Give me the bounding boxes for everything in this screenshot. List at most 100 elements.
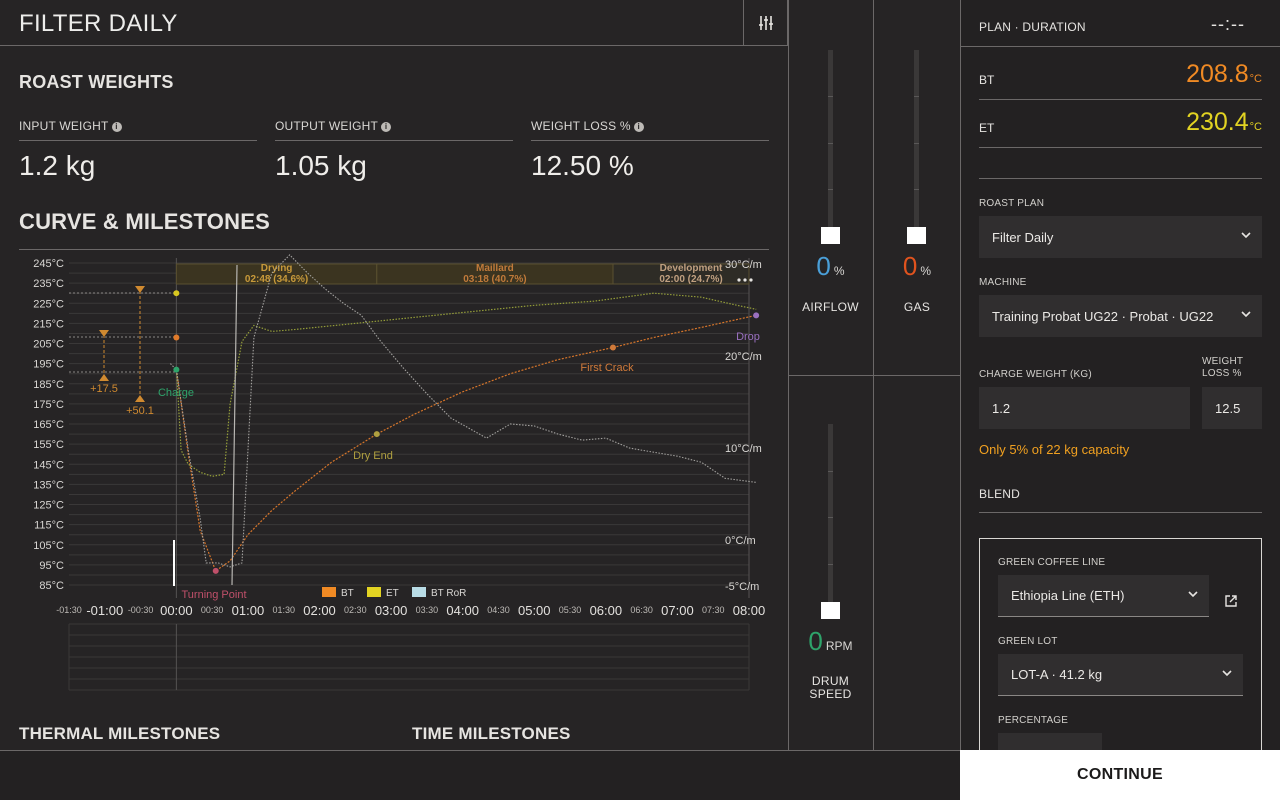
green-coffee-line-select[interactable]: Ethiopia Line (ETH) [998,575,1209,617]
green-coffee-line-value: Ethiopia Line (ETH) [1011,588,1125,603]
bt-readout: 208.8°C [1186,60,1262,89]
percentage-input-value: 100 [1011,747,1033,751]
percentage-label: PERCENTAGE [998,715,1069,726]
airflow-value: 0 [816,251,831,281]
divider [19,140,257,141]
slider-tick [828,96,833,97]
slider-tick [914,143,919,144]
et-unit: °C [1249,121,1262,133]
airflow-unit: % [833,264,845,278]
plan-duration-value: --:-- [1211,14,1245,34]
curve-heading: CURVE & MILESTONES [19,209,270,234]
bt-value: 208.8 [1186,60,1249,88]
divider [788,375,960,376]
et-readout: 230.4°C [1186,108,1262,137]
series-line-bt [175,314,757,572]
info-icon[interactable]: i [633,122,644,132]
gas-track-ticks [914,50,919,235]
gas-control: 0% GAS [874,0,960,375]
plan-panel: PLAN · DURATION --:-- BT 208.8°C ET 230.… [960,0,1280,750]
legend-swatch [322,587,336,597]
milestone-dot [610,344,616,351]
input-weight-value: 1.2 kg [19,150,96,181]
phase-band [612,263,750,285]
y-tick-label: 125°C [33,500,64,512]
x-tick-label: 03:00 [375,603,408,618]
x-tick-label: -01:00 [86,603,123,618]
milestone-label: Drop [736,331,760,343]
info-icon[interactable]: i [111,122,122,132]
drum-speed-slider-handle[interactable] [821,602,840,619]
continue-button[interactable]: CONTINUE [960,750,1280,800]
et-label: ET [979,121,995,135]
machine-select[interactable]: Training Probat UG22 · Probat · UG22 [979,295,1262,337]
x-tick-label: 02:00 [303,603,336,618]
chevron-down-icon [1241,232,1251,239]
chart-annotations: +17.5 +50.1 [69,264,753,586]
green-lot-label: GREEN LOT [998,636,1058,647]
event-line [231,264,238,586]
time-milestones-heading: TIME MILESTONES [412,724,571,743]
page-title: FILTER DAILY [19,10,178,37]
external-link-icon[interactable] [1224,594,1238,608]
chart-grid [69,258,750,598]
weight-loss-label: WEIGHT LOSS % i [531,119,644,133]
y-tick-label: 215°C [33,318,64,330]
drum-speed-readout: 0 RPM [788,626,873,657]
green-lot-select[interactable]: LOT-A · 41.2 kg [998,654,1243,696]
milestone-dot [373,431,380,438]
gas-slider-track[interactable] [914,50,919,235]
y-tick-label: 135°C [33,479,64,491]
divider [275,140,513,141]
y-right-tick-label: 30°C/m [725,259,762,271]
drum-speed-label-2: SPEED [809,687,852,701]
x-tick-minor-label: 01:30 [272,605,295,615]
chevron-down-icon [1241,311,1251,318]
percentage-input[interactable]: 100 [998,733,1102,750]
legend-swatch [367,587,381,597]
divider [961,46,1280,47]
machine-label: MACHINE [979,277,1027,288]
x-tick-label: 06:00 [590,603,623,618]
charge-weight-input-value: 1.2 [992,400,1011,416]
airflow-slider-handle[interactable] [821,227,840,244]
milestone-label: Dry End [353,450,393,462]
y-right-tick-label: -5°C/m [725,581,759,593]
divider [979,512,1262,513]
airflow-slider-track[interactable] [828,50,833,235]
roast-plan-label: ROAST PLAN [979,198,1045,209]
y-right-tick-label: 20°C/m [725,351,762,363]
drum-track-ticks [828,424,833,610]
bt-charge-dot [173,334,180,341]
arrow-down-marker [99,330,109,337]
slider-tick [914,189,919,190]
blend-label: BLEND [979,487,1021,501]
y-tick-label: 205°C [33,339,64,351]
milestone-markers: Charge Turning Point Dry End First Crack Dro… [158,290,760,601]
delta-label: +50.1 [126,405,154,417]
tune-button[interactable] [743,0,788,46]
output-weight-value: 1.05 kg [275,150,367,181]
milestone-label: Turning Point [181,589,246,601]
y-tick-label: 235°C [33,278,64,290]
info-icon[interactable]: i [381,122,392,132]
x-tick-minor-label: -01:30 [56,605,82,615]
phase-name: Development [660,263,723,274]
x-tick-label: 07:00 [661,603,694,618]
lower-strip-chart [68,623,750,691]
output-weight-label-text: OUTPUT WEIGHT [275,119,379,133]
slider-tick [828,517,833,518]
slider-tick [914,96,919,97]
x-tick-minor-label: 03:30 [416,605,439,615]
weight-loss-input[interactable]: 12.5 [1202,387,1262,429]
divider [19,249,769,250]
chevron-down-icon [1188,591,1198,598]
divider [531,140,769,141]
roast-plan-select[interactable]: Filter Daily [979,216,1262,258]
gas-slider-handle[interactable] [907,227,926,244]
charge-weight-input[interactable]: 1.2 [979,387,1190,429]
phase-time: 02:00 (24.7%) [659,274,722,285]
blend-card: GREEN COFFEE LINE Ethiopia Line (ETH) GR… [979,538,1262,750]
